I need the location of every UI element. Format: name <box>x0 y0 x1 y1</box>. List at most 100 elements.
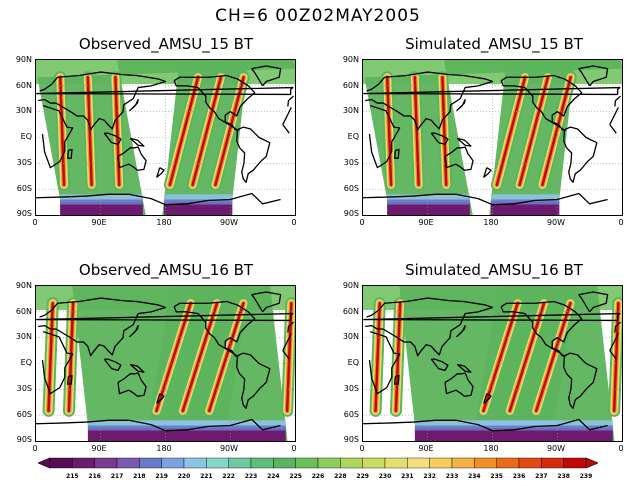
colorbar-swatch <box>250 457 274 469</box>
coastline <box>500 300 583 358</box>
coastline <box>444 372 474 397</box>
panel-title-simulated-amsu15: Simulated_AMSU_15 BT <box>405 35 583 53</box>
panel-title-observed-amsu16: Observed_AMSU_16 BT <box>78 261 254 279</box>
polar-cold-region <box>60 202 143 215</box>
coastline <box>363 419 493 432</box>
brightness-stripe <box>386 75 393 187</box>
island-coastline <box>129 98 139 112</box>
coastline <box>117 372 147 397</box>
brightness-stripe <box>541 75 572 187</box>
lat-label: 90N <box>15 55 32 64</box>
lat-label: 60N <box>342 307 359 316</box>
lat-label: 30N <box>15 332 32 341</box>
island-coastline <box>483 393 492 404</box>
island-coastline <box>156 167 165 178</box>
lat-label: EQ <box>20 358 32 367</box>
island-coastline <box>394 374 400 385</box>
polar-cold-region <box>147 428 228 441</box>
coastline <box>368 105 401 169</box>
brightness-stripe <box>441 75 448 187</box>
colorbar-swatch <box>161 457 185 469</box>
island-coastline <box>129 363 145 373</box>
coastline <box>492 418 608 432</box>
lon-label: 0 <box>618 218 624 227</box>
lat-label: 60N <box>342 81 359 90</box>
lon-label: 0 <box>359 444 365 453</box>
lon-label: 0 <box>32 218 38 227</box>
lat-label: 90S <box>16 209 32 218</box>
map-observed-amsu15 <box>35 59 296 216</box>
colorbar-label: 218 <box>133 473 146 480</box>
coastline <box>282 124 290 134</box>
colorbar-swatch <box>94 457 118 469</box>
polar-band <box>387 194 470 203</box>
polar-band <box>147 425 228 431</box>
brightness-stripe <box>191 75 223 187</box>
colorbar-label: 216 <box>88 473 101 480</box>
island-coastline <box>103 358 122 372</box>
lon-label: 90W <box>546 218 566 227</box>
panel-title-observed-amsu15: Observed_AMSU_15 BT <box>78 35 254 53</box>
coastline <box>36 193 166 206</box>
polar-cold-region <box>490 202 560 215</box>
lon-label: 0 <box>32 444 38 453</box>
lat-label: 30S <box>343 158 359 167</box>
colorbar-label: 238 <box>557 473 570 480</box>
colorbar-label: 231 <box>401 473 414 480</box>
coastline <box>251 291 282 313</box>
lat-label: 30S <box>343 384 359 393</box>
lat-label: 60N <box>15 307 32 316</box>
coastline <box>41 105 74 169</box>
colorbar-swatch <box>295 457 319 469</box>
coastline <box>578 65 609 87</box>
coastline <box>38 71 167 131</box>
island-coastline <box>103 132 122 146</box>
lon-label: 180 <box>156 218 172 227</box>
lat-label: 90S <box>343 209 359 218</box>
lat-label: 60S <box>16 410 32 419</box>
brightness-stripe <box>47 301 54 413</box>
colorbar-label: 239 <box>579 473 593 480</box>
brightness-stripe <box>508 301 546 413</box>
coastline <box>614 95 621 107</box>
lon-label: 180 <box>483 444 499 453</box>
coastline <box>117 146 147 171</box>
coastline <box>173 74 256 132</box>
polar-band <box>474 420 555 429</box>
island-coastline <box>456 137 472 147</box>
colorbar-label: 221 <box>200 473 213 480</box>
island-coastline <box>156 393 165 404</box>
swath-area <box>364 60 622 215</box>
brightness-stripe <box>168 75 200 187</box>
colorbar-label: 236 <box>512 473 526 480</box>
map-observed-amsu16 <box>35 285 296 442</box>
coastline <box>282 333 292 351</box>
swath-area <box>37 60 295 215</box>
lon-label: 90W <box>546 444 566 453</box>
colorbar-swatches <box>37 457 599 469</box>
colorbar-swatch <box>228 457 252 469</box>
colorbar-swatch <box>362 457 386 469</box>
island-coastline <box>430 358 449 372</box>
coastline <box>609 350 617 360</box>
coastline <box>365 71 494 131</box>
colorbar-swatch <box>273 457 296 469</box>
colorbar-arrow-left <box>37 457 51 469</box>
colorbar-swatch <box>183 457 207 469</box>
panel-title-simulated-amsu16: Simulated_AMSU_16 BT <box>405 261 583 279</box>
colorbar-label: 230 <box>378 473 392 480</box>
lon-label: 180 <box>156 444 172 453</box>
lon-label: 90E <box>418 444 434 453</box>
lon-label: 180 <box>483 218 499 227</box>
lat-label: EQ <box>20 132 32 141</box>
colorbar-swatch <box>474 457 497 469</box>
polar-band <box>147 420 228 429</box>
colorbar-label: 229 <box>356 473 369 480</box>
lat-label: 30N <box>15 106 32 115</box>
lon-label: 90W <box>219 444 239 453</box>
brightness-stripe <box>207 301 245 413</box>
brightness-stripe <box>495 75 527 187</box>
coastline <box>365 297 494 357</box>
island-coastline <box>36 86 294 96</box>
island-coastline <box>456 324 466 338</box>
